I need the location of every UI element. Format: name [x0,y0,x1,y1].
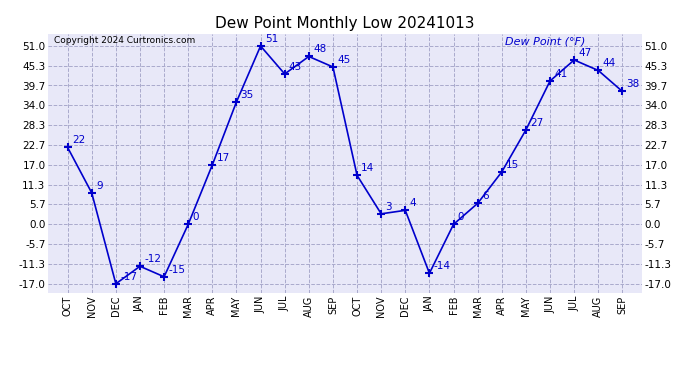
Text: 45: 45 [337,55,351,65]
Text: 15: 15 [506,160,519,170]
Text: 22: 22 [72,135,85,145]
Text: 17: 17 [217,153,230,163]
Title: Dew Point Monthly Low 20241013: Dew Point Monthly Low 20241013 [215,16,475,31]
Text: 4: 4 [409,198,416,208]
Text: 48: 48 [313,44,326,54]
Text: 3: 3 [385,202,392,211]
Text: 9: 9 [96,181,103,190]
Text: 0: 0 [193,212,199,222]
Text: 35: 35 [241,90,254,100]
Text: Dew Point (°F): Dew Point (°F) [505,36,586,46]
Text: 38: 38 [627,79,640,89]
Text: 41: 41 [554,69,567,79]
Text: 6: 6 [482,191,489,201]
Text: 51: 51 [265,34,278,44]
Text: -14: -14 [433,261,451,271]
Text: -12: -12 [144,254,161,264]
Text: 0: 0 [457,212,464,222]
Text: -15: -15 [168,265,185,274]
Text: Copyright 2024 Curtronics.com: Copyright 2024 Curtronics.com [55,36,195,45]
Text: 44: 44 [602,58,615,68]
Text: 14: 14 [362,163,375,173]
Text: 27: 27 [530,118,543,128]
Text: 43: 43 [289,62,302,72]
Text: -17: -17 [120,272,137,282]
Text: 47: 47 [578,48,591,58]
